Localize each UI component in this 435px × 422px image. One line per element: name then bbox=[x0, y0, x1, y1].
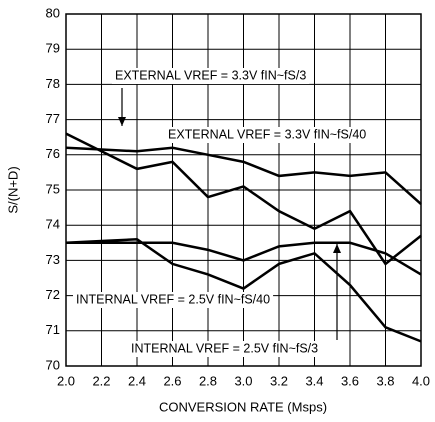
y-tick-label: 70 bbox=[46, 357, 60, 372]
y-tick-label: 77 bbox=[46, 111, 60, 126]
arrow-head bbox=[333, 244, 341, 253]
y-tick-label: 75 bbox=[46, 181, 60, 196]
series-label: EXTERNAL VREF = 3.3V fIN~fS/40 bbox=[168, 127, 366, 141]
y-tick-label: 79 bbox=[46, 41, 60, 56]
y-tick-label: 73 bbox=[46, 252, 60, 267]
y-tick-label: 71 bbox=[46, 322, 60, 337]
y-tick-label: 72 bbox=[46, 287, 60, 302]
x-axis-label: CONVERSION RATE (Msps) bbox=[159, 399, 327, 414]
x-tick-label: 2.8 bbox=[199, 373, 217, 388]
label-background bbox=[128, 341, 322, 357]
x-tick-label: 3.6 bbox=[341, 373, 359, 388]
label-background bbox=[112, 68, 310, 84]
series-label: INTERNAL VREF = 2.5V fIN~fS/3 bbox=[131, 341, 318, 355]
x-tick-label: 2.4 bbox=[128, 373, 146, 388]
plot-frame bbox=[65, 13, 422, 367]
y-tick-label: 78 bbox=[46, 76, 60, 91]
x-tick-label: 3.0 bbox=[234, 373, 252, 388]
y-tick-label: 74 bbox=[46, 217, 60, 232]
x-tick-label: 3.4 bbox=[305, 373, 323, 388]
y-tick-label: 80 bbox=[46, 5, 60, 20]
y-axis-label: S/(N+D) bbox=[5, 166, 20, 213]
x-tick-label: 2.0 bbox=[57, 373, 75, 388]
series-line bbox=[65, 132, 422, 266]
series-line bbox=[66, 241, 422, 276]
x-tick-label: 3.2 bbox=[270, 373, 288, 388]
label-background bbox=[73, 292, 274, 308]
x-tick-label: 4.0 bbox=[412, 373, 430, 388]
series-label: EXTERNAL VREF = 3.3V fIN~fS/3 bbox=[115, 68, 306, 82]
series-line bbox=[65, 146, 422, 206]
x-tick-label: 2.2 bbox=[92, 373, 110, 388]
x-tick-label: 2.6 bbox=[163, 373, 181, 388]
y-tick-label: 76 bbox=[46, 146, 60, 161]
series-line bbox=[65, 238, 422, 343]
series-label: INTERNAL VREF = 2.5V fIN~fS/40 bbox=[76, 292, 270, 306]
x-tick-label: 3.8 bbox=[376, 373, 394, 388]
arrow-head bbox=[118, 117, 126, 126]
label-background bbox=[165, 127, 370, 143]
